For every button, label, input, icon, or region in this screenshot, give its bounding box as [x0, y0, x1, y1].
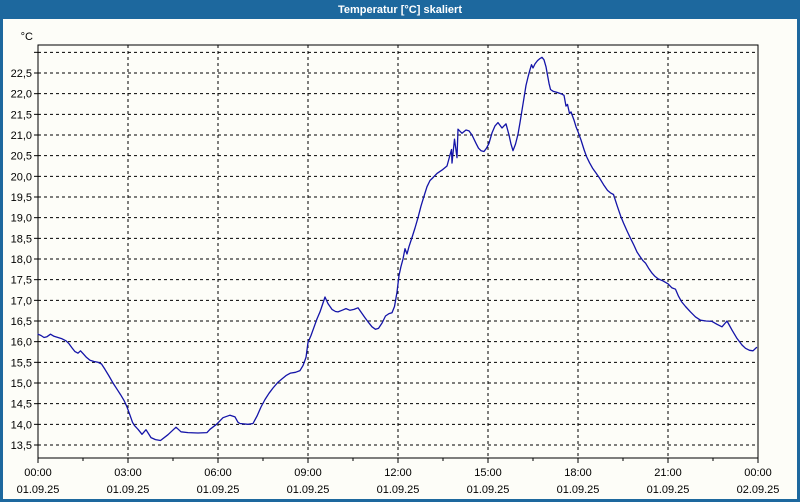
window-border-left: [0, 19, 3, 499]
chart-area: 13,5 14,0 14,5 15,0 15,5 16,0 16,5 17,0 17,5 18,0…: [3, 19, 797, 499]
plot-border: [37, 44, 759, 459]
window-title: Temperatur [°C] skaliert: [337, 3, 462, 16]
x-tick-date-label: 01.09.25: [377, 484, 420, 494]
y-tick-label: 22,0: [11, 89, 32, 101]
window-frame: 13,5 14,0 14,5 15,0 15,5 16,0 16,5 17,0 17,5 18,0…: [0, 19, 800, 499]
window-titlebar[interactable]: Temperatur [°C] skaliert: [0, 0, 800, 19]
x-tick-time-label: 00:00: [744, 467, 772, 479]
y-tick-label: 17,0: [11, 295, 32, 307]
y-tick-label: 16,5: [11, 316, 32, 328]
y-tick-label: 18,5: [11, 233, 32, 245]
y-tick-label: 20,0: [11, 171, 32, 183]
x-tick-date-label: 01.09.25: [197, 484, 240, 494]
y-tick-label: 15,5: [11, 357, 32, 369]
y-tick-label: 21,5: [11, 109, 32, 121]
y-tick-label: 22,5: [11, 68, 32, 80]
x-tick-time-label: 06:00: [204, 467, 232, 479]
y-tick-label: 16,0: [11, 337, 32, 349]
x-tick-time-label: 09:00: [294, 467, 322, 479]
x-tick-time-label: 03:00: [114, 467, 142, 479]
y-tick-label: 20,5: [11, 151, 32, 163]
x-tick-time-label: 00:00: [24, 467, 52, 479]
x-tick-time-label: 15:00: [474, 467, 502, 479]
y-axis-unit-label: °C: [21, 31, 33, 43]
x-tick-time-label: 21:00: [654, 467, 682, 479]
y-tick-label: 21,0: [11, 130, 32, 142]
y-tick-label: 14,0: [11, 419, 32, 431]
y-tick-label: 14,5: [11, 399, 32, 411]
y-tick-label: 13,5: [11, 440, 32, 452]
y-tick-label: 17,5: [11, 275, 32, 287]
x-tick-time-label: 18:00: [564, 467, 592, 479]
window-border-right: [797, 19, 800, 499]
x-tick-date-label: 01.09.25: [647, 484, 690, 494]
x-tick-time-label: 12:00: [384, 467, 412, 479]
temperature-series-line: [37, 56, 758, 442]
x-tick-date-label: 01.09.25: [107, 484, 150, 494]
temperature-line-chart: 13,5 14,0 14,5 15,0 15,5 16,0 16,5 17,0 17,5 18,0…: [11, 31, 780, 496]
x-tick-date-label: 02.09.25: [737, 484, 780, 494]
x-tick-date-label: 01.09.25: [557, 484, 600, 494]
x-tick-date-label: 01.09.25: [467, 484, 510, 494]
x-tick-date-label: 01.09.25: [17, 484, 60, 494]
y-tick-label: 18,0: [11, 254, 32, 266]
y-tick-label: 19,0: [11, 213, 32, 225]
x-tick-date-label: 01.09.25: [287, 484, 330, 494]
y-tick-label: 15,0: [11, 378, 32, 390]
y-tick-label: 19,5: [11, 192, 32, 204]
